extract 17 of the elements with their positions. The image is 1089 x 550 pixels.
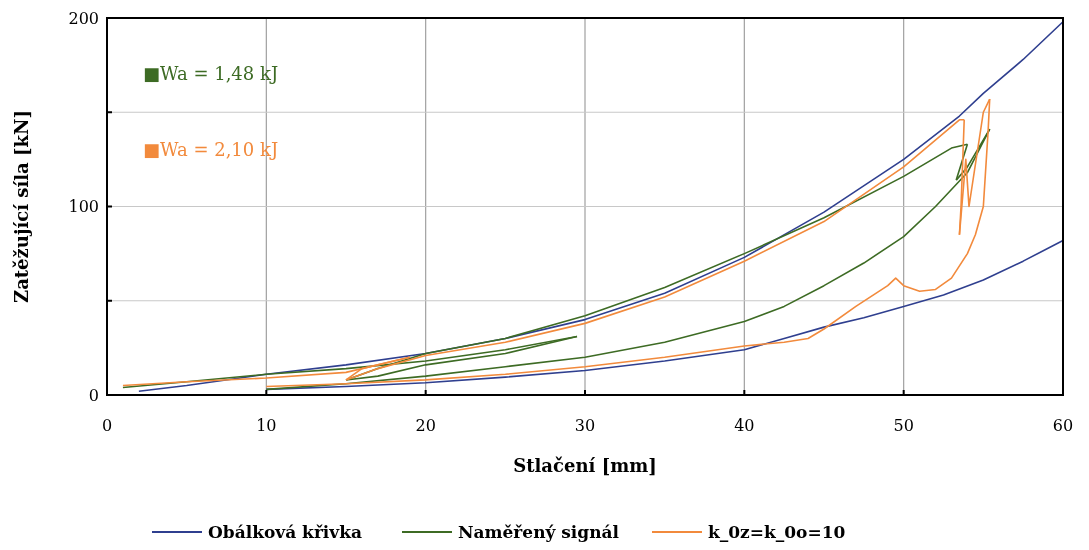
legend-label: Naměřený signál <box>458 521 620 542</box>
x-tick-label: 20 <box>415 416 436 435</box>
x-axis-title: Stlačení [mm] <box>513 455 657 476</box>
annotation: ■Wa = 2,10 kJ <box>143 139 279 160</box>
x-tick-label: 50 <box>893 416 914 435</box>
legend-label: k_0z=k_0o=10 <box>708 521 846 542</box>
annotation: ■Wa = 1,48 kJ <box>143 63 279 84</box>
x-tick-label: 0 <box>101 416 113 435</box>
legend-label: Obálková křivka <box>208 521 362 542</box>
x-tick-label: 10 <box>256 416 277 435</box>
y-tick-label: 0 <box>88 385 99 405</box>
x-tick-label: 40 <box>734 416 755 435</box>
y-tick-label: 200 <box>68 8 99 28</box>
x-tick-label: 60 <box>1052 416 1074 435</box>
y-axis-title: Zatěžující síla [kN] <box>11 110 32 303</box>
x-tick-label: 30 <box>574 416 596 435</box>
y-tick-label: 100 <box>68 197 99 217</box>
